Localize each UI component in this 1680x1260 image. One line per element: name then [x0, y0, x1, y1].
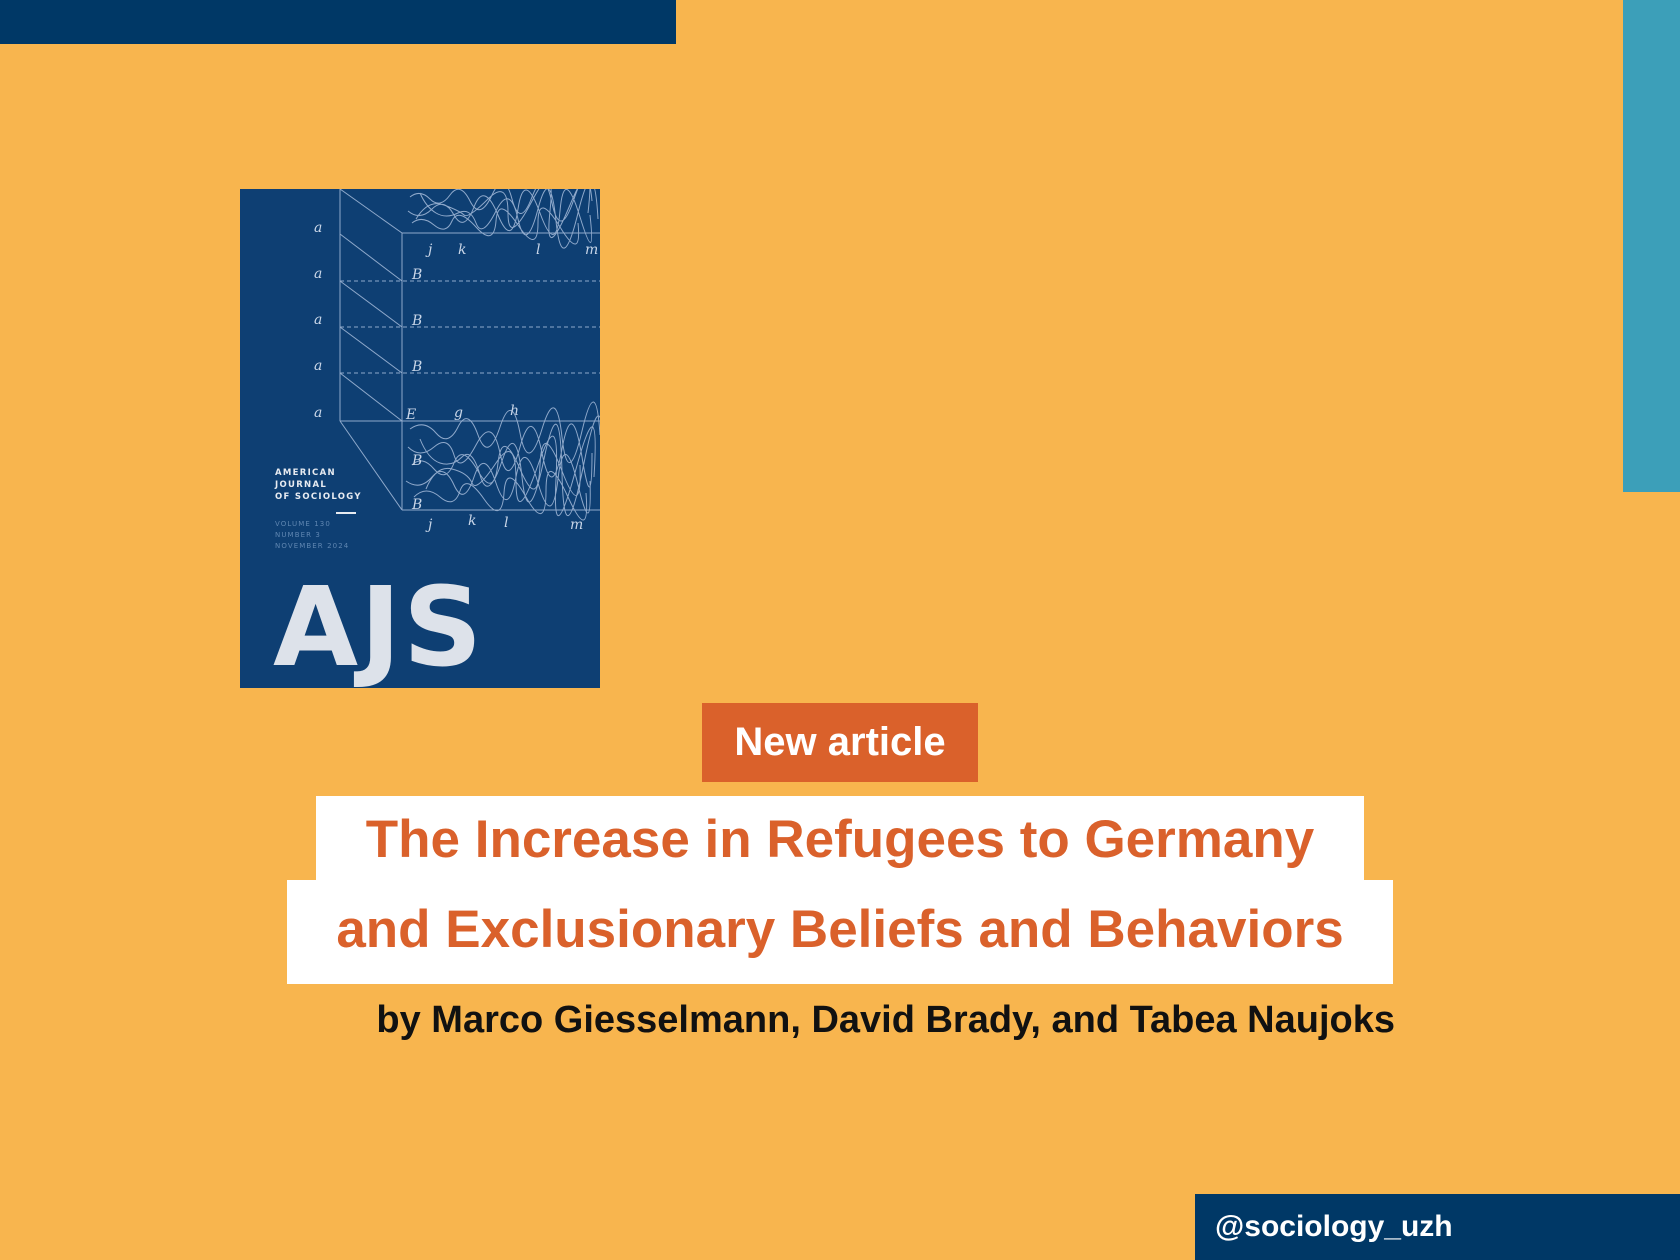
- new-article-badge: New article: [702, 703, 978, 782]
- social-handle: @sociology_uzh: [1215, 1210, 1453, 1243]
- cover-diagram-illustration: a a a a a B B B E B B j k l m j k l m h …: [314, 189, 600, 533]
- social-handle-bar: @sociology_uzh: [1195, 1194, 1680, 1260]
- article-title-line-1: The Increase in Refugees to Germany: [316, 796, 1364, 884]
- svg-text:k: k: [458, 242, 466, 258]
- svg-text:k: k: [468, 513, 476, 529]
- article-authors: by Marco Giesselmann, David Brady, and T…: [376, 999, 1395, 1041]
- svg-text:a: a: [314, 405, 322, 421]
- journal-cover-image: a a a a a B B B E B B j k l m j k l m h …: [240, 189, 600, 688]
- side-decorative-bar: [1623, 0, 1680, 492]
- svg-text:E: E: [405, 407, 416, 423]
- svg-text:a: a: [314, 312, 322, 328]
- cover-journal-line: AMERICAN: [275, 468, 336, 478]
- svg-text:h: h: [510, 403, 519, 419]
- svg-text:m: m: [585, 242, 598, 258]
- svg-text:B: B: [411, 267, 422, 283]
- cover-divider: [336, 512, 356, 514]
- cover-journal-line: OF SOCIOLOGY: [275, 492, 362, 502]
- cover-volume: VOLUME 130: [275, 520, 331, 528]
- cover-logo: AJS: [273, 563, 485, 688]
- svg-text:l: l: [536, 242, 540, 258]
- cover-date: NOVEMBER 2024: [275, 542, 350, 550]
- svg-text:j: j: [425, 242, 433, 258]
- svg-text:B: B: [411, 313, 422, 329]
- top-decorative-bar: [0, 0, 676, 44]
- svg-text:a: a: [314, 358, 322, 374]
- svg-text:j: j: [425, 517, 433, 533]
- svg-text:B: B: [411, 359, 422, 375]
- cover-journal-name: AMERICAN JOURNAL OF SOCIOLOGY: [275, 467, 362, 503]
- svg-text:m: m: [570, 517, 583, 533]
- svg-text:a: a: [314, 220, 322, 236]
- svg-text:B: B: [411, 497, 422, 513]
- cover-journal-line: JOURNAL: [275, 480, 328, 490]
- cover-number: NUMBER 3: [275, 531, 321, 539]
- svg-text:a: a: [314, 266, 322, 282]
- cover-issue-info: VOLUME 130 NUMBER 3 NOVEMBER 2024: [275, 519, 349, 552]
- article-title-line-2: and Exclusionary Beliefs and Behaviors: [287, 880, 1393, 984]
- svg-text:g: g: [454, 405, 463, 421]
- svg-text:B: B: [411, 453, 422, 469]
- svg-text:l: l: [504, 515, 508, 531]
